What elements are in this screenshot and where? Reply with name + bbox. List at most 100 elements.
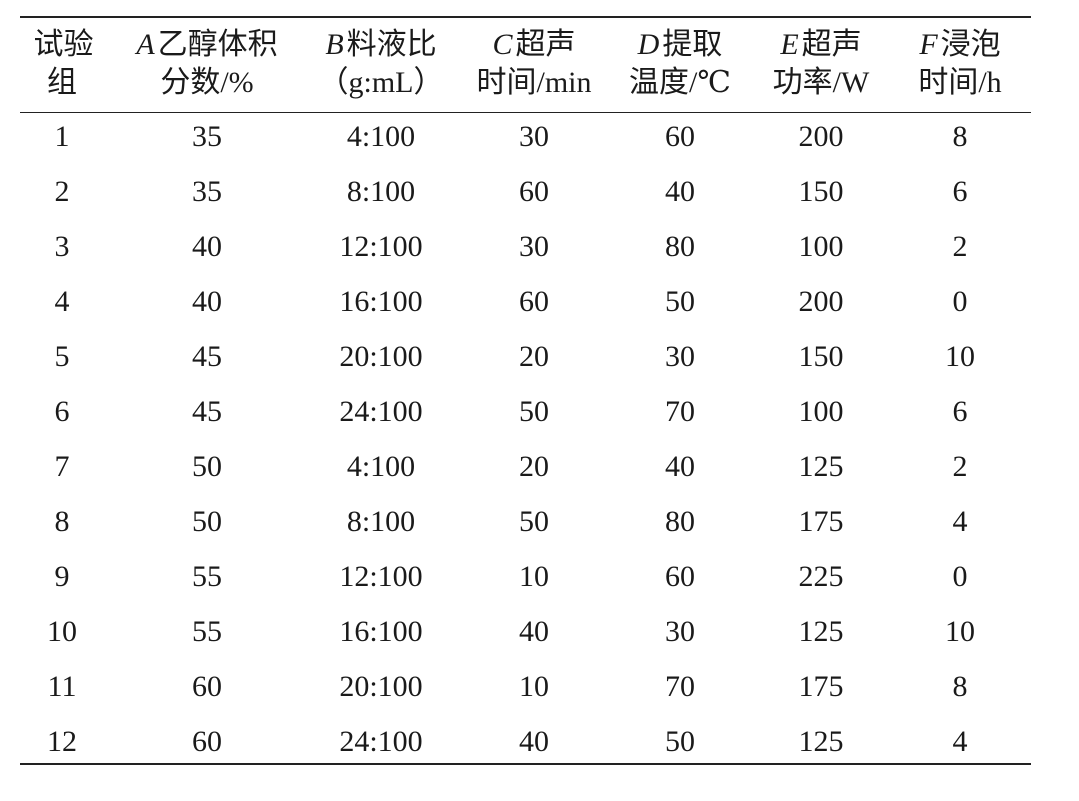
header-line1: 乙醇体积 <box>157 28 278 61</box>
column-header-ethanol-fraction: A 乙醇体积分数/% <box>136 26 277 102</box>
cell-ethanol-fraction: 50 <box>192 450 222 483</box>
column-header-solid-liquid-ratio: B 料液比 （g:mL） <box>319 26 444 102</box>
cell-ultrasonic-time: 40 <box>519 725 549 758</box>
cell-solid-liquid-ratio: 8:100 <box>346 505 416 538</box>
cell-ultrasonic-time: 30 <box>519 230 549 263</box>
header-line2: （g:mL） <box>318 66 444 99</box>
cell-ethanol-fraction: 35 <box>192 175 222 208</box>
cell-soaking-time: 10 <box>945 340 975 373</box>
cell-ethanol-fraction: 45 <box>192 395 222 428</box>
cell-ultrasonic-power: 150 <box>798 175 844 208</box>
cell-extraction-temperature: 40 <box>665 175 695 208</box>
header-line1: 超声 <box>801 28 862 61</box>
cell-ultrasonic-time: 60 <box>519 285 549 318</box>
cell-group: 4 <box>54 285 70 318</box>
cell-group: 9 <box>54 560 70 593</box>
cell-extraction-temperature: 80 <box>665 230 695 263</box>
header-line2: 功率/W <box>772 66 870 99</box>
table-row: 3 40 12:100 30 80 100 2 <box>20 228 1031 283</box>
cell-soaking-time: 4 <box>952 505 968 538</box>
cell-solid-liquid-ratio: 20:100 <box>339 340 423 373</box>
cell-group: 5 <box>54 340 70 373</box>
cell-ultrasonic-time: 40 <box>519 615 549 648</box>
cell-group: 11 <box>47 670 77 703</box>
cell-group: 1 <box>54 120 70 153</box>
header-line2: 时间/h <box>918 66 1002 99</box>
cell-extraction-temperature: 80 <box>665 505 695 538</box>
table-row: 8 50 8:100 50 80 175 4 <box>20 503 1031 558</box>
cell-soaking-time: 6 <box>952 175 968 208</box>
factor-letter: F <box>919 28 938 61</box>
factor-letter: C <box>492 28 513 61</box>
cell-soaking-time: 2 <box>952 450 968 483</box>
cell-solid-liquid-ratio: 16:100 <box>339 285 423 318</box>
table-row: 7 50 4:100 20 40 125 2 <box>20 448 1031 503</box>
cell-solid-liquid-ratio: 4:100 <box>346 450 416 483</box>
cell-ethanol-fraction: 60 <box>192 670 222 703</box>
header-line1: 料液比 <box>346 28 437 61</box>
header-line1: 试验 <box>33 28 94 61</box>
header-line2: 组 <box>47 66 77 99</box>
cell-ethanol-fraction: 50 <box>192 505 222 538</box>
cell-ultrasonic-power: 100 <box>798 395 844 428</box>
cell-soaking-time: 8 <box>952 120 968 153</box>
table-top-rule <box>20 16 1031 18</box>
cell-ethanol-fraction: 55 <box>192 615 222 648</box>
cell-ultrasonic-power: 125 <box>798 725 844 758</box>
cell-group: 8 <box>54 505 70 538</box>
cell-extraction-temperature: 70 <box>665 395 695 428</box>
table-bottom-rule <box>20 763 1031 765</box>
cell-solid-liquid-ratio: 12:100 <box>339 560 423 593</box>
cell-ethanol-fraction: 35 <box>192 120 222 153</box>
column-header-soaking-time: F 浸泡 时间/h <box>918 26 1001 102</box>
cell-extraction-temperature: 50 <box>665 725 695 758</box>
table-row: 9 55 12:100 10 60 225 0 <box>20 558 1031 613</box>
cell-ultrasonic-power: 150 <box>798 340 844 373</box>
cell-soaking-time: 2 <box>952 230 968 263</box>
table-header: 试验组 A 乙醇体积 分数/% B 料液比 （g:mL） C 超声 时间/min D 提取 温度/℃ E 超… <box>20 18 1031 112</box>
table-row: 6 45 24:100 50 70 100 6 <box>20 393 1031 448</box>
cell-ultrasonic-time: 50 <box>519 395 549 428</box>
cell-ultrasonic-time: 10 <box>519 560 549 593</box>
cell-solid-liquid-ratio: 4:100 <box>346 120 416 153</box>
cell-extraction-temperature: 70 <box>665 670 695 703</box>
cell-group: 10 <box>47 615 77 648</box>
cell-ultrasonic-time: 10 <box>519 670 549 703</box>
header-line2: 分数/% <box>160 66 254 99</box>
cell-solid-liquid-ratio: 24:100 <box>339 725 423 758</box>
table-row: 10 55 16:100 40 30 125 10 <box>20 613 1031 668</box>
cell-soaking-time: 4 <box>952 725 968 758</box>
cell-ethanol-fraction: 45 <box>192 340 222 373</box>
column-header-ultrasonic-power: E 超声功率/W <box>773 26 870 102</box>
cell-ultrasonic-power: 125 <box>798 615 844 648</box>
column-header-group: 试验组 <box>31 26 94 102</box>
cell-extraction-temperature: 50 <box>665 285 695 318</box>
cell-soaking-time: 0 <box>952 560 968 593</box>
cell-group: 7 <box>54 450 70 483</box>
factor-letter: E <box>780 28 799 61</box>
cell-group: 3 <box>54 230 70 263</box>
cell-ethanol-fraction: 40 <box>192 285 222 318</box>
table-row: 11 60 20:100 10 70 175 8 <box>20 668 1031 723</box>
header-line2: 温度/℃ <box>629 66 731 99</box>
header-line1: 提取 <box>662 28 723 61</box>
cell-ultrasonic-time: 50 <box>519 505 549 538</box>
table-row: 1 35 4:100 30 60 200 8 <box>20 118 1031 173</box>
factor-letter: A <box>136 28 155 61</box>
cell-group: 2 <box>54 175 70 208</box>
cell-solid-liquid-ratio: 20:100 <box>339 670 423 703</box>
cell-extraction-temperature: 40 <box>665 450 695 483</box>
cell-ultrasonic-power: 200 <box>798 285 844 318</box>
header-line1: 超声 <box>515 28 576 61</box>
cell-soaking-time: 0 <box>952 285 968 318</box>
factor-letter: B <box>325 28 344 61</box>
table-row: 5 45 20:100 20 30 150 10 <box>20 338 1031 393</box>
cell-ultrasonic-power: 175 <box>798 505 844 538</box>
cell-extraction-temperature: 60 <box>665 560 695 593</box>
table-row: 12 60 24:100 40 50 125 4 <box>20 723 1031 778</box>
cell-extraction-temperature: 30 <box>665 615 695 648</box>
cell-group: 6 <box>54 395 70 428</box>
cell-solid-liquid-ratio: 16:100 <box>339 615 423 648</box>
cell-soaking-time: 10 <box>945 615 975 648</box>
cell-ultrasonic-power: 225 <box>798 560 844 593</box>
